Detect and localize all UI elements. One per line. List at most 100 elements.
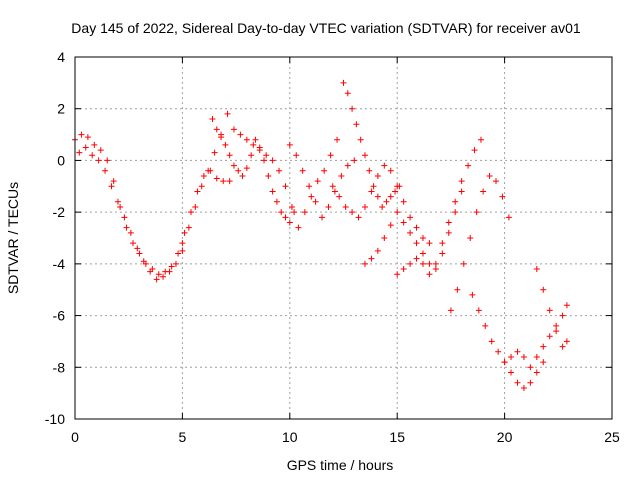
data-point xyxy=(235,167,242,174)
x-tick-label: 10 xyxy=(282,429,298,445)
data-point xyxy=(447,307,454,314)
data-point xyxy=(102,167,109,174)
data-point xyxy=(407,260,414,267)
data-point xyxy=(361,260,368,267)
data-point xyxy=(237,131,244,138)
data-point xyxy=(426,240,433,247)
series-track-n xyxy=(533,266,570,350)
data-point xyxy=(383,198,390,205)
series-track-f xyxy=(286,141,358,221)
data-point xyxy=(361,152,368,159)
data-point xyxy=(452,198,459,205)
data-point xyxy=(540,286,547,293)
data-point xyxy=(319,214,326,221)
data-point xyxy=(293,152,300,159)
data-point xyxy=(527,364,534,371)
data-point xyxy=(426,271,433,278)
data-point xyxy=(308,193,315,200)
data-point xyxy=(198,183,205,190)
data-point xyxy=(445,229,452,236)
data-point xyxy=(501,359,508,366)
data-point xyxy=(147,268,154,275)
data-point xyxy=(123,224,130,231)
data-point xyxy=(269,188,276,195)
data-point xyxy=(278,209,285,216)
data-point xyxy=(419,250,426,257)
data-point xyxy=(344,90,351,97)
data-point xyxy=(370,183,377,190)
series-track-m xyxy=(501,302,570,371)
series-track-g xyxy=(340,79,403,210)
data-point xyxy=(493,178,500,185)
data-point xyxy=(520,353,527,360)
data-point xyxy=(533,353,540,360)
data-point xyxy=(349,105,356,112)
y-tick-label: 4 xyxy=(57,49,65,65)
x-axis-label: GPS time / hours xyxy=(287,457,394,473)
data-point xyxy=(273,198,280,205)
data-point xyxy=(194,188,201,195)
series-track-d xyxy=(209,116,298,226)
data-point xyxy=(508,369,515,376)
data-point xyxy=(286,141,293,148)
data-point xyxy=(469,291,476,298)
data-point xyxy=(432,260,439,267)
y-tick-label: -2 xyxy=(53,204,66,220)
data-point xyxy=(520,384,527,391)
data-point xyxy=(400,266,407,273)
x-tick-label: 0 xyxy=(71,429,79,445)
data-point xyxy=(160,273,167,280)
data-point xyxy=(218,134,225,141)
data-point xyxy=(252,136,259,143)
data-point xyxy=(394,183,401,190)
data-point xyxy=(187,209,194,216)
grid-lines xyxy=(75,57,612,419)
data-point xyxy=(368,188,375,195)
data-point xyxy=(475,307,482,314)
data-point xyxy=(540,359,547,366)
data-point xyxy=(413,240,420,247)
data-point xyxy=(291,209,298,216)
data-point xyxy=(276,167,283,174)
data-point xyxy=(413,255,420,262)
series-track-h xyxy=(329,162,433,247)
data-point xyxy=(563,338,570,345)
data-point xyxy=(334,136,341,143)
data-point xyxy=(559,312,566,319)
data-point xyxy=(445,219,452,226)
data-point xyxy=(357,136,364,143)
x-tick-label: 25 xyxy=(604,429,620,445)
data-point xyxy=(527,379,534,386)
data-point xyxy=(486,172,493,179)
data-point xyxy=(295,224,302,231)
data-point xyxy=(477,136,484,143)
data-point xyxy=(166,268,173,275)
data-point xyxy=(419,260,426,267)
chart-title: Day 145 of 2022, Sidereal Day-to-day VTE… xyxy=(71,20,581,36)
data-point xyxy=(127,229,134,236)
y-tick-label: 0 xyxy=(57,152,65,168)
data-point xyxy=(321,167,328,174)
data-point xyxy=(230,126,237,133)
data-point xyxy=(211,149,218,156)
y-tick-label: -4 xyxy=(53,256,66,272)
data-point xyxy=(91,141,98,148)
data-point xyxy=(553,328,560,335)
data-point xyxy=(213,175,220,182)
data-point xyxy=(563,302,570,309)
series-track-i xyxy=(361,188,465,273)
data-point xyxy=(314,178,321,185)
data-point xyxy=(205,167,212,174)
data-point xyxy=(97,147,104,154)
data-point xyxy=(269,157,276,164)
x-tick-label: 5 xyxy=(179,429,187,445)
data-point xyxy=(553,322,560,329)
data-point xyxy=(301,209,308,216)
data-point xyxy=(439,240,446,247)
data-point xyxy=(282,214,289,221)
data-point xyxy=(224,110,231,117)
data-point xyxy=(226,152,233,159)
data-point xyxy=(381,235,388,241)
data-point xyxy=(413,224,420,231)
